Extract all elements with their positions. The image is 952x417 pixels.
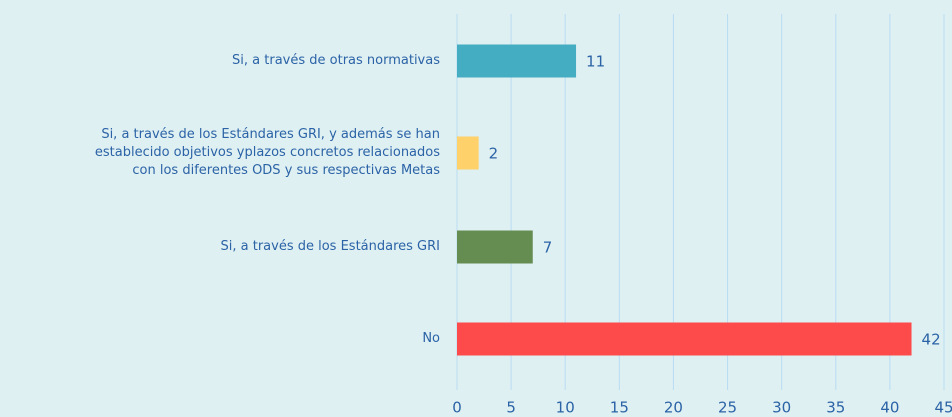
x-tick-label: 15 bbox=[610, 399, 629, 417]
x-tick-label: 20 bbox=[664, 399, 683, 417]
x-tick-label: 40 bbox=[880, 399, 899, 417]
y-tick-label: Si, a través de otras normativas bbox=[232, 53, 440, 68]
x-tick-label: 30 bbox=[772, 399, 791, 417]
x-tick-label: 45 bbox=[934, 399, 952, 417]
y-tick-label: Si, a través de los Estándares GRI bbox=[220, 239, 441, 254]
x-tick-label: 35 bbox=[826, 399, 845, 417]
x-tick-label: 5 bbox=[506, 399, 516, 417]
y-tick-label: Si, a través de los Estándares GRI, y ad… bbox=[94, 127, 440, 178]
bar bbox=[457, 230, 533, 264]
bar bbox=[457, 44, 577, 78]
x-tick-label: 10 bbox=[556, 399, 575, 417]
y-tick-label: No bbox=[422, 331, 440, 346]
value-label: 7 bbox=[543, 239, 553, 257]
value-label: 2 bbox=[489, 145, 499, 163]
value-label: 42 bbox=[922, 331, 941, 349]
value-label: 11 bbox=[586, 53, 605, 71]
bar bbox=[457, 136, 479, 170]
x-tick-label: 0 bbox=[452, 399, 462, 417]
bar bbox=[457, 322, 912, 356]
x-tick-label: 25 bbox=[718, 399, 737, 417]
